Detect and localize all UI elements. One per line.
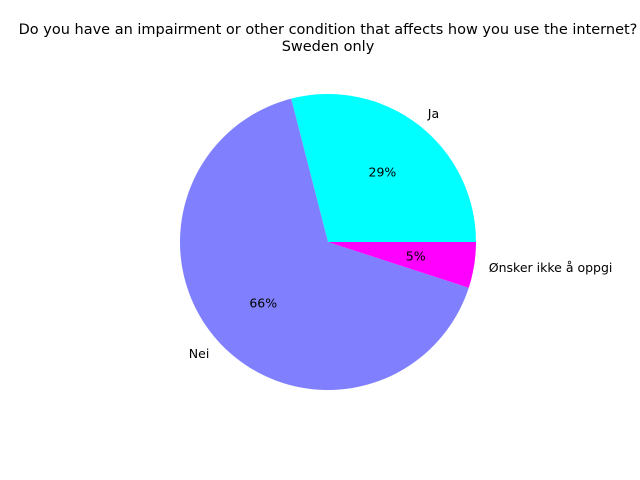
chart-title: Do you have an impairment or other condi… bbox=[19, 22, 638, 38]
pie-percent-label-nei: 66% bbox=[249, 295, 277, 310]
pie-percent-labels: 29% 66% 5% bbox=[249, 164, 425, 310]
pie-percent-label-nsker-ikke-a-oppgi: 5% bbox=[406, 248, 426, 263]
pie-slice-nei bbox=[180, 98, 469, 391]
pie-slice-labels: Ja Nei Ønsker ikke å oppgi bbox=[189, 106, 613, 361]
pie-slice-label-ja: Ja bbox=[427, 106, 439, 121]
pie-percent-label-ja: 29% bbox=[369, 164, 397, 179]
pie-slice-ja bbox=[291, 94, 476, 242]
pie-slice-label-nei: Nei bbox=[189, 346, 210, 361]
pie-slice-label-nsker-ikke-a-oppgi: Ønsker ikke å oppgi bbox=[489, 260, 613, 275]
pie-slices bbox=[180, 94, 476, 391]
pie-slice-nsker-ikke-a-oppgi bbox=[328, 242, 476, 288]
chart-title-group: Do you have an impairment or other condi… bbox=[19, 22, 638, 55]
chart-subtitle: Sweden only bbox=[282, 39, 375, 55]
